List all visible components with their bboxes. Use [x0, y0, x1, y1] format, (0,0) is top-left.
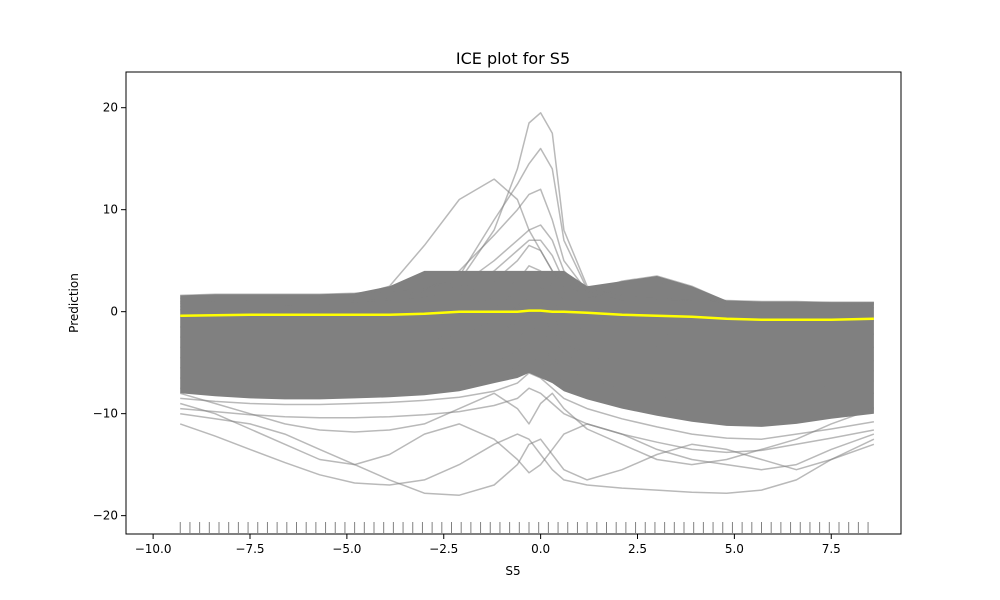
ice-line-14 — [180, 356, 875, 424]
ice-line-13 — [180, 341, 874, 408]
average-line — [180, 309, 874, 322]
x-tick-label-0: −10.0 — [135, 542, 172, 556]
ice-line-9 — [180, 280, 874, 359]
y-axis-label: Prediction — [67, 273, 81, 333]
ice-line-16 — [180, 387, 875, 454]
x-tick-label-3: −2.5 — [429, 542, 458, 556]
ice-line-6 — [180, 239, 874, 311]
x-tick-label-6: 5.0 — [725, 542, 744, 556]
x-tick-label-7: 7.5 — [822, 542, 841, 556]
y-axis: −20 −10 0 10 20 — [93, 101, 126, 523]
y-tick-label-3: 10 — [103, 203, 118, 217]
ice-line-18 — [179, 423, 875, 494]
x-tick-label-5: 2.5 — [628, 542, 647, 556]
ice-line-4 — [180, 188, 874, 306]
y-tick-label-0: −20 — [93, 509, 118, 523]
rug-group — [179, 522, 869, 533]
x-tick-label-2: −5.0 — [332, 542, 361, 556]
ice-line-11 — [180, 310, 874, 382]
ice-line-7 — [180, 244, 874, 325]
ice-line-19 — [179, 402, 875, 474]
ice-line-12 — [180, 326, 874, 392]
ice-line-15 — [180, 372, 875, 440]
y-tick-label-1: −10 — [93, 407, 118, 421]
x-axis-label: S5 — [505, 564, 520, 578]
ice-line-20 — [180, 412, 875, 496]
chart-title: ICE plot for S5 — [456, 49, 570, 68]
ice-lines-group — [179, 112, 875, 496]
plot-frame — [125, 71, 902, 535]
ice-line-8 — [180, 265, 874, 344]
ice-line-5 — [180, 224, 874, 308]
y-tick-label-4: 20 — [103, 101, 118, 115]
x-tick-label-1: −7.5 — [235, 542, 264, 556]
x-axis: −10.0 −7.5 −5.0 −2.5 0.0 2.5 5.0 7.5 — [135, 534, 841, 556]
ice-line-10 — [180, 295, 874, 372]
ice-line-1 — [180, 112, 874, 304]
y-tick-label-2: 0 — [110, 305, 118, 319]
x-tick-label-4: 0.0 — [531, 542, 550, 556]
average-line-group — [180, 309, 874, 322]
ice-line-17 — [179, 392, 875, 466]
